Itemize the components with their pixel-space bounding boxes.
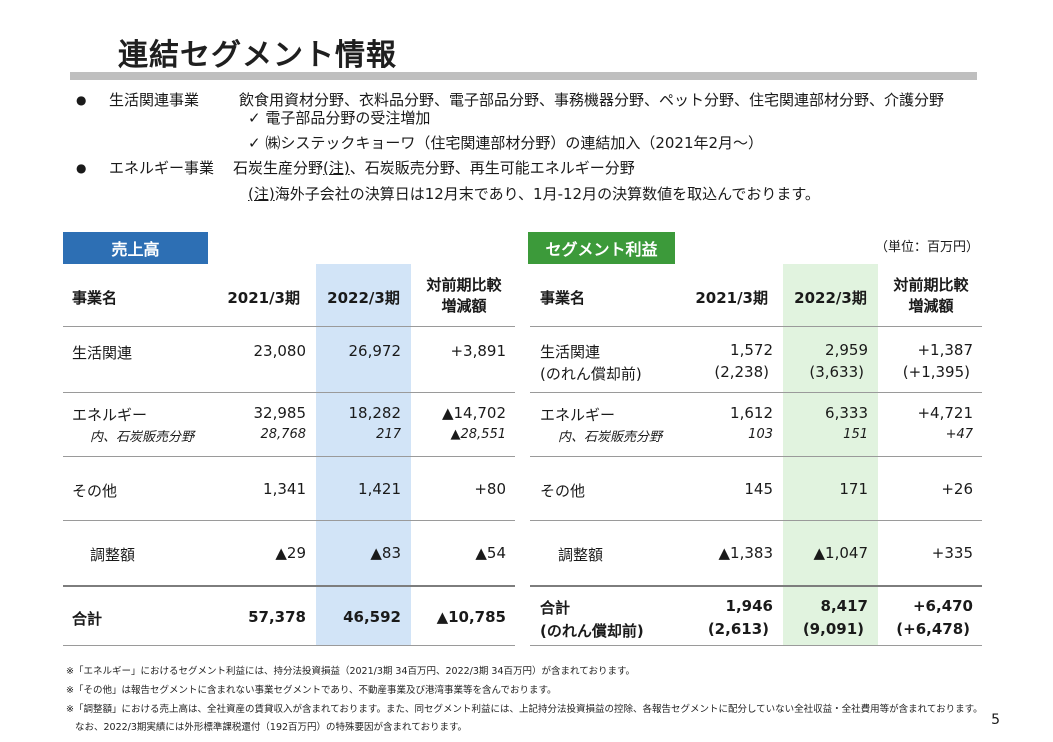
table-cell: +3,891 [450,342,506,360]
table-cell: +6,470 [912,597,973,615]
table-row-label: エネルギー [540,406,616,424]
energy-segment-name: エネルギー事業 [109,159,215,177]
table-cell: 1,572 [730,341,773,359]
table-cell-sub: (2,613) [707,620,769,638]
bullet-dot: ● [76,161,87,175]
table-row-label: 生活関連 [540,343,601,361]
profit-badge: セグメント利益 [528,232,675,264]
table-row-sublabel: 内、石炭販売分野 [558,430,663,445]
sales-header-diff: 対前期比較 増減額 [426,276,502,315]
table-cell-sub: (+6,478) [896,620,970,638]
life-sub-point-1: ✓ 電子部品分野の受注増加 [248,109,431,127]
table-cell-sub: 217 [376,427,401,442]
sales-fy2022-highlight [316,264,411,646]
table-cell-sub: (9,091) [802,620,864,638]
table-cell: 2,959 [825,341,868,359]
table-cell: ▲14,702 [441,404,506,422]
sales-header-name: 事業名 [72,289,118,307]
table-cell: ▲29 [275,544,306,562]
life-segment-desc: 飲食用資材分野、衣料品分野、電子部品分野、事務機器分野、ペット分野、住宅関連部材… [239,91,945,109]
table-cell: +335 [931,544,973,562]
footnote-2: ※「その他」は報告セグメントに含まれない事業セグメントであり、不動産事業及び港湾… [66,685,557,696]
row-divider [63,326,515,327]
footnote-3: ※「調整額」における売上高は、全社資産の賃貸収入が含まれております。また、同セグ… [66,704,983,715]
table-cell: ▲10,785 [436,608,506,626]
table-row-label: 調整額 [90,546,136,564]
row-divider [63,520,515,521]
row-divider [63,456,515,457]
table-cell: ▲54 [475,544,506,562]
profit-header-diff: 対前期比較 増減額 [893,276,969,315]
table-cell-sub: ▲28,551 [450,427,507,442]
table-cell: 1,341 [263,480,306,498]
table-cell-sub: 103 [748,427,773,442]
footnote-1: ※「エネルギー」におけるセグメント利益には、持分法投資損益（2021/3期 34… [66,666,636,677]
table-row-sublabel: 内、石炭販売分野 [90,430,195,445]
total-divider [530,585,982,587]
bullet-dot: ● [76,93,87,107]
table-row-label: エネルギー [72,406,148,424]
energy-segment-desc: 石炭生産分野(注)、石炭販売分野、再生可能エネルギー分野 [233,159,635,177]
page-number: 5 [991,712,1000,728]
table-cell-sub: 151 [843,427,868,442]
table-cell: 6,333 [825,404,868,422]
table-row-label: その他 [540,482,586,500]
table-row-label: その他 [72,482,118,500]
profit-header-name: 事業名 [540,289,586,307]
table-cell: 1,946 [725,597,773,615]
life-sub-point-2: ✓ ㈱システックキョーワ（住宅関連部材分野）の連結加入（2021年2月～） [248,134,764,152]
table-cell: 8,417 [820,597,868,615]
table-cell: +1,387 [917,341,973,359]
page-title: 連結セグメント情報 [118,38,397,73]
table-cell-sub: (2,238) [714,363,769,381]
table-cell: ▲1,383 [718,544,773,562]
row-divider [63,392,515,393]
table-row-label-2: (のれん償却前) [540,622,644,640]
profit-fy2022-highlight [783,264,878,646]
table-cell: ▲83 [370,544,401,562]
table-cell: 23,080 [253,342,307,360]
table-row-label: 合計 [540,599,571,617]
table-cell: 32,985 [253,404,307,422]
table-row-label-2: (のれん償却前) [540,365,642,383]
table-row-label: 生活関連 [72,344,133,362]
table-row-label: 合計 [72,610,103,628]
table-cell: 171 [839,480,868,498]
table-cell: +26 [941,480,973,498]
total-divider [63,585,515,587]
sales-header-fy2022: 2022/3期 [327,289,400,307]
table-cell-sub: 28,768 [260,427,307,442]
title-underline [70,72,977,80]
row-divider [530,392,982,393]
life-segment-name: 生活関連事業 [109,91,200,109]
table-cell: 46,592 [343,608,401,626]
table-cell-sub: +47 [945,427,973,442]
sales-header-fy2021: 2021/3期 [227,289,300,307]
row-divider [530,520,982,521]
table-cell: +4,721 [917,404,973,422]
footnote-4: なお、2022/3期実績には外形標準課税還付（192百万円）の特殊要因が含まれて… [75,722,468,733]
table-bottom-rule [530,645,982,646]
table-cell-sub: (+1,395) [902,363,970,381]
table-cell: 145 [744,480,773,498]
table-cell: +80 [474,480,506,498]
table-cell: 1,421 [358,480,401,498]
table-row-label: 調整額 [558,546,604,564]
row-divider [530,456,982,457]
table-cell-sub: (3,633) [809,363,864,381]
table-cell: 57,378 [248,608,306,626]
energy-footnote: (注)海外子会社の決算日は12月末であり、1月-12月の決算数値を取込んでおりま… [248,185,820,203]
profit-header-fy2022: 2022/3期 [794,289,867,307]
table-cell: 1,612 [730,404,773,422]
table-cell: 18,282 [348,404,402,422]
table-cell: 26,972 [348,342,402,360]
table-bottom-rule [63,645,515,646]
row-divider [530,326,982,327]
unit-label: （単位：百万円） [874,240,979,255]
profit-header-fy2021: 2021/3期 [695,289,768,307]
sales-badge: 売上高 [63,232,208,264]
table-cell: ▲1,047 [813,544,868,562]
